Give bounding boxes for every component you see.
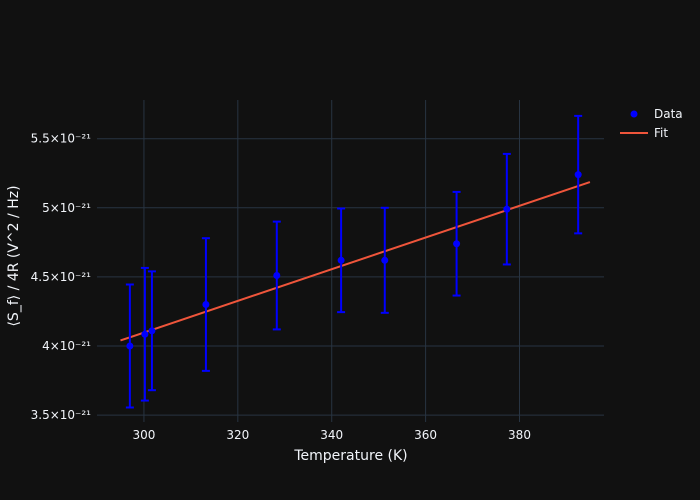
data-point [125, 283, 134, 409]
data-marker [381, 256, 389, 264]
y-axis-ticks: 3.5×10⁻²¹ 4×10⁻²¹ 4.5×10⁻²¹ 5×10⁻²¹ 5.5×10⁻²… [31, 132, 92, 422]
data-marker [503, 205, 511, 213]
data-marker [141, 330, 149, 338]
legend-data-label: Data [654, 107, 683, 121]
data-marker [453, 240, 461, 248]
y-tick-label: 3.5×10⁻²¹ [31, 408, 92, 422]
legend-fit-label: Fit [654, 126, 668, 140]
x-axis-ticks: 300 320 340 360 380 [132, 428, 530, 442]
data-marker [273, 272, 281, 280]
x-tick-label: 340 [320, 428, 343, 442]
y-tick-label: 5×10⁻²¹ [42, 201, 91, 215]
x-axis-title: Temperature (K) [293, 448, 407, 464]
data-marker [202, 301, 210, 309]
data-point [452, 190, 461, 297]
data-marker [574, 171, 582, 179]
fit-series [120, 181, 591, 342]
grid [97, 100, 604, 422]
data-marker [126, 342, 134, 350]
legend[interactable]: Data Fit [620, 107, 683, 140]
data-point [201, 237, 210, 372]
x-tick-label: 380 [508, 428, 531, 442]
x-tick-label: 360 [414, 428, 437, 442]
legend-data-marker [630, 110, 638, 118]
y-axis-title: ⟨S_f⟩ / 4R (V^2 / Hz) [6, 185, 22, 326]
x-tick-label: 320 [226, 428, 249, 442]
x-tick-label: 300 [132, 428, 155, 442]
y-tick-label: 4×10⁻²¹ [42, 339, 91, 353]
data-point [574, 114, 583, 235]
legend-item-fit[interactable]: Fit [620, 126, 668, 140]
data-marker [337, 256, 345, 264]
fit-line [120, 181, 591, 342]
data-point [337, 207, 346, 314]
data-point [272, 220, 281, 331]
data-point [147, 270, 156, 392]
data-series [125, 114, 583, 409]
data-marker [148, 327, 156, 335]
data-point [502, 152, 511, 266]
y-tick-label: 4.5×10⁻²¹ [31, 270, 92, 284]
data-point [380, 206, 389, 314]
legend-item-data[interactable]: Data [630, 107, 683, 121]
data-point [140, 266, 149, 402]
y-tick-label: 5.5×10⁻²¹ [31, 132, 92, 146]
